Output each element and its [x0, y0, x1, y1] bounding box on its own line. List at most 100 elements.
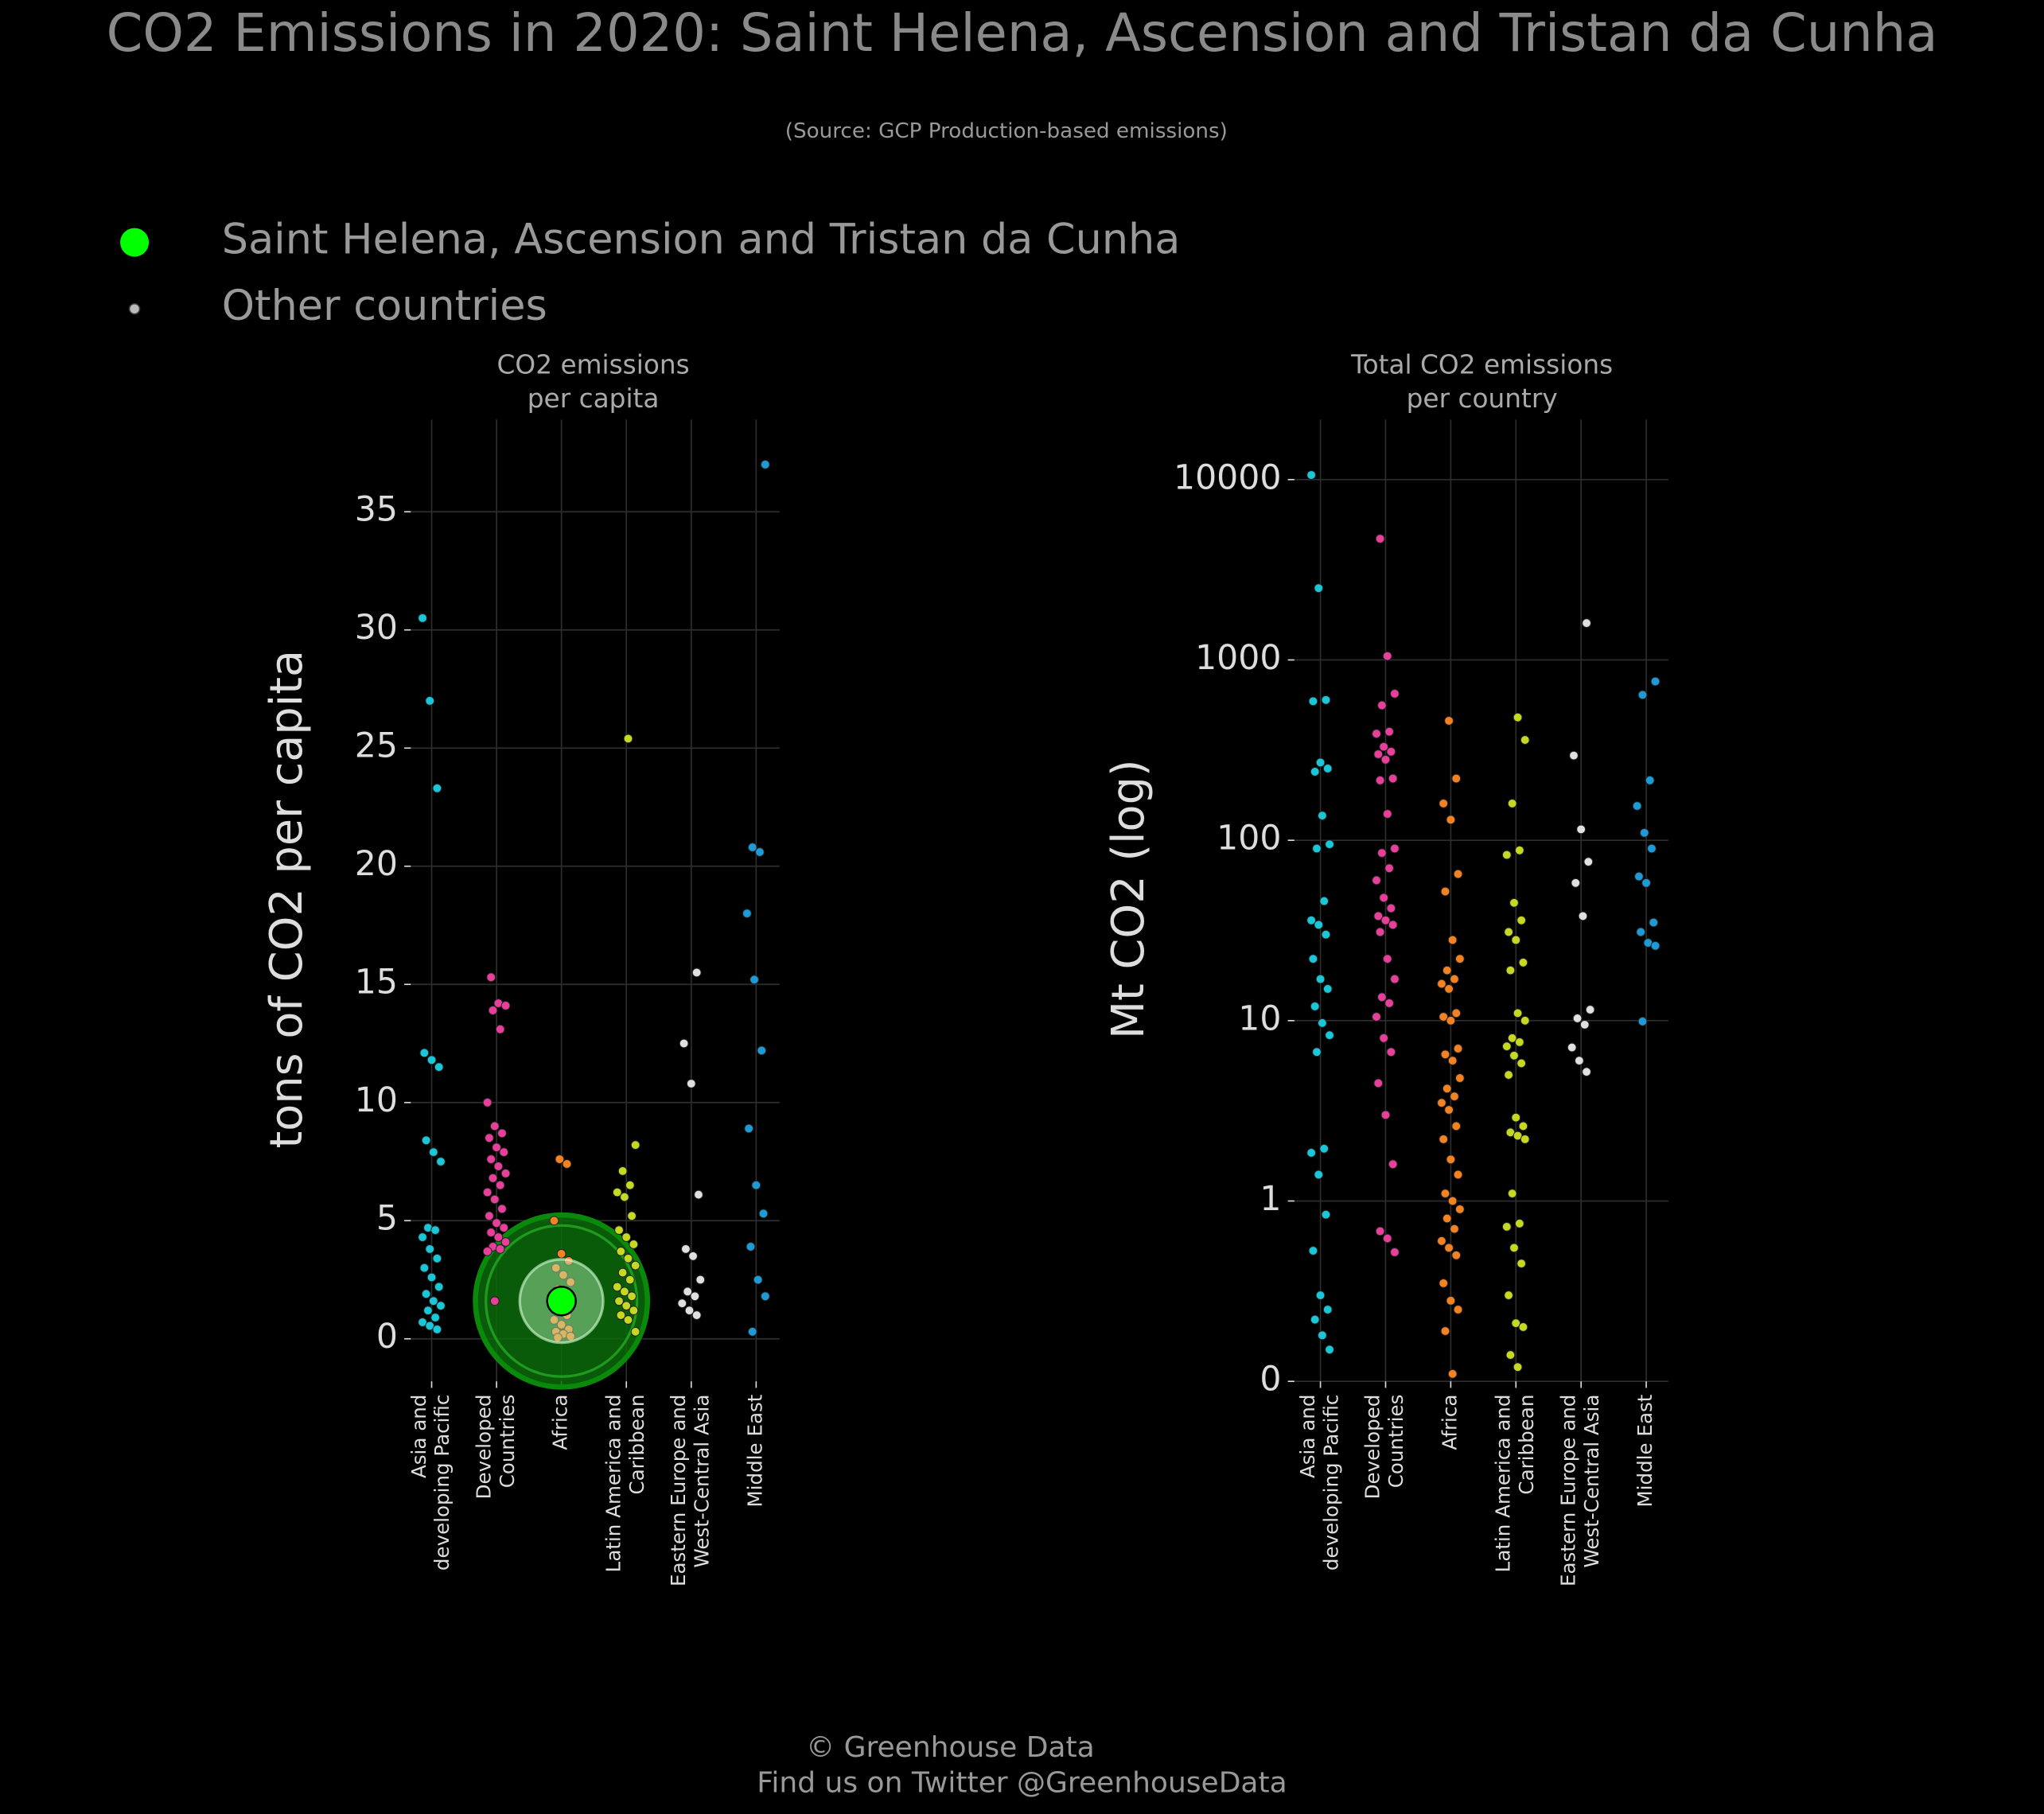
point: [436, 1157, 446, 1166]
point: [1518, 957, 1528, 967]
point: [1446, 1295, 1456, 1306]
point: [1375, 775, 1385, 785]
point: [1390, 1248, 1400, 1257]
point: [488, 1006, 498, 1015]
footer: Find us on Twitter @GreenhouseData: [757, 1766, 1287, 1799]
point: [1444, 716, 1454, 726]
point: [751, 1180, 761, 1190]
point: [630, 1326, 640, 1337]
point: [614, 1296, 624, 1306]
x-tick-label: Middle East: [1633, 1394, 1657, 1507]
point: [1641, 878, 1651, 888]
point: [744, 1123, 754, 1134]
point: [1314, 583, 1324, 594]
point: [630, 1140, 640, 1150]
point: [1306, 470, 1317, 480]
point: [556, 1248, 566, 1259]
point: [1444, 984, 1454, 994]
point: [1511, 935, 1521, 945]
point: [1315, 757, 1326, 768]
x-tick-label: Asia anddeveloping Pacific: [1296, 1395, 1342, 1571]
point: [1454, 1204, 1465, 1214]
point: [1375, 1226, 1385, 1236]
point: [486, 1228, 496, 1237]
point: [489, 1121, 500, 1131]
point: [1513, 1008, 1523, 1018]
point: [1650, 676, 1661, 687]
point: [428, 1147, 438, 1158]
point: [432, 783, 442, 793]
legend-marker: [120, 228, 150, 257]
point: [555, 1154, 565, 1164]
point: [1569, 750, 1579, 761]
point: [1439, 798, 1449, 808]
point: [1633, 871, 1644, 882]
point: [485, 1211, 494, 1221]
point: [418, 613, 427, 623]
point: [1317, 811, 1327, 821]
point: [434, 1062, 444, 1072]
point: [1390, 843, 1400, 854]
point: [749, 975, 759, 985]
point: [695, 1275, 706, 1285]
point: [1390, 688, 1400, 699]
point: [1384, 726, 1394, 737]
point: [694, 1189, 703, 1200]
point: [419, 1048, 430, 1058]
point: [489, 1194, 500, 1205]
point: [492, 1143, 501, 1153]
x-tick-label: Eastern Europe andWest-Central Asia: [1556, 1395, 1602, 1586]
point: [617, 1267, 628, 1278]
point: [495, 1024, 505, 1034]
point: [1451, 773, 1462, 784]
page-title: CO2 Emissions in 2020: Saint Helena, Asc…: [107, 3, 1938, 64]
point: [1308, 696, 1318, 707]
point: [747, 843, 757, 852]
point: [488, 1173, 498, 1183]
point: [1375, 927, 1385, 937]
legend-label: Saint Helena, Ascension and Tristan da C…: [222, 216, 1181, 264]
point: [757, 1045, 767, 1056]
point: [1647, 843, 1657, 854]
point: [1509, 1050, 1519, 1061]
subplot-title: per country: [1407, 383, 1558, 414]
point: [612, 1282, 622, 1292]
point: [612, 1187, 622, 1197]
point: [1382, 1233, 1392, 1244]
point: [1440, 1189, 1450, 1199]
point: [1574, 1056, 1584, 1066]
point: [1514, 1218, 1524, 1228]
point: [1516, 915, 1527, 925]
x-tick-label: Asia anddeveloping Pacific: [407, 1395, 454, 1571]
point: [1382, 651, 1392, 661]
point: [432, 1324, 442, 1334]
point: [1520, 735, 1530, 745]
point: [1447, 1056, 1458, 1066]
point: [1571, 878, 1581, 888]
y-tick-label: 0: [1259, 1360, 1281, 1399]
point: [1650, 940, 1661, 951]
point: [625, 1180, 635, 1190]
point: [482, 1246, 493, 1256]
point: [686, 1079, 696, 1088]
point: [500, 1168, 511, 1178]
point: [499, 1147, 509, 1158]
point: [620, 1192, 629, 1202]
point: [1379, 1033, 1389, 1043]
point: [625, 1275, 635, 1285]
point: [1317, 1018, 1327, 1028]
point: [1451, 1250, 1462, 1260]
point: [1514, 1037, 1524, 1047]
x-tick-label: Middle East: [743, 1394, 766, 1507]
point: [1437, 979, 1446, 989]
point: [1447, 1368, 1458, 1379]
point: [1450, 1092, 1459, 1101]
point: [753, 1275, 763, 1285]
x-tick-label: DevelopedCountries: [1361, 1395, 1407, 1500]
point: [1314, 920, 1324, 930]
point: [1321, 1209, 1331, 1220]
point: [677, 1298, 687, 1309]
point: [1373, 911, 1384, 921]
point: [1380, 754, 1391, 765]
y-tick-label: 10: [1238, 998, 1281, 1038]
